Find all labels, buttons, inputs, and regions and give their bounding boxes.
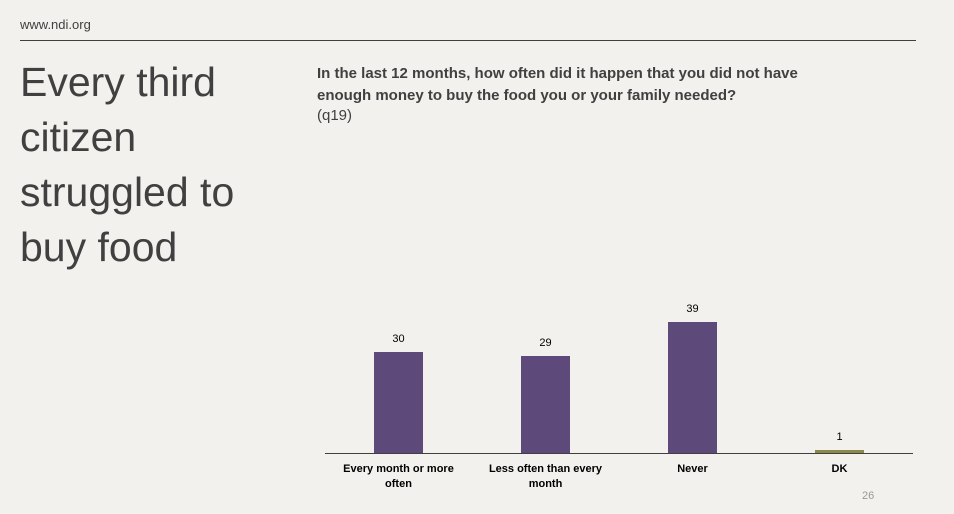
bar: [668, 321, 717, 453]
value-label: 1: [836, 430, 843, 443]
bar: [815, 449, 864, 453]
chart-title: In the last 12 months, how often did it …: [317, 65, 798, 104]
value-label: 29: [539, 336, 552, 349]
bar: [521, 355, 570, 453]
category-label: Less often than every month: [488, 463, 603, 490]
category-label: Never: [677, 463, 708, 475]
bar: [374, 352, 423, 453]
value-label: 30: [392, 333, 405, 346]
headline: Every third citizen struggled to buy foo…: [20, 59, 235, 270]
site-url: www.ndi.org: [20, 17, 91, 32]
page-number: 26: [862, 490, 875, 502]
category-label: Every month or more often: [343, 463, 454, 490]
category-label: DK: [831, 463, 848, 475]
baseline: [325, 453, 913, 454]
value-label: 39: [686, 302, 699, 315]
header-rule: [20, 40, 916, 41]
chart-subtitle: (q19): [317, 107, 353, 124]
